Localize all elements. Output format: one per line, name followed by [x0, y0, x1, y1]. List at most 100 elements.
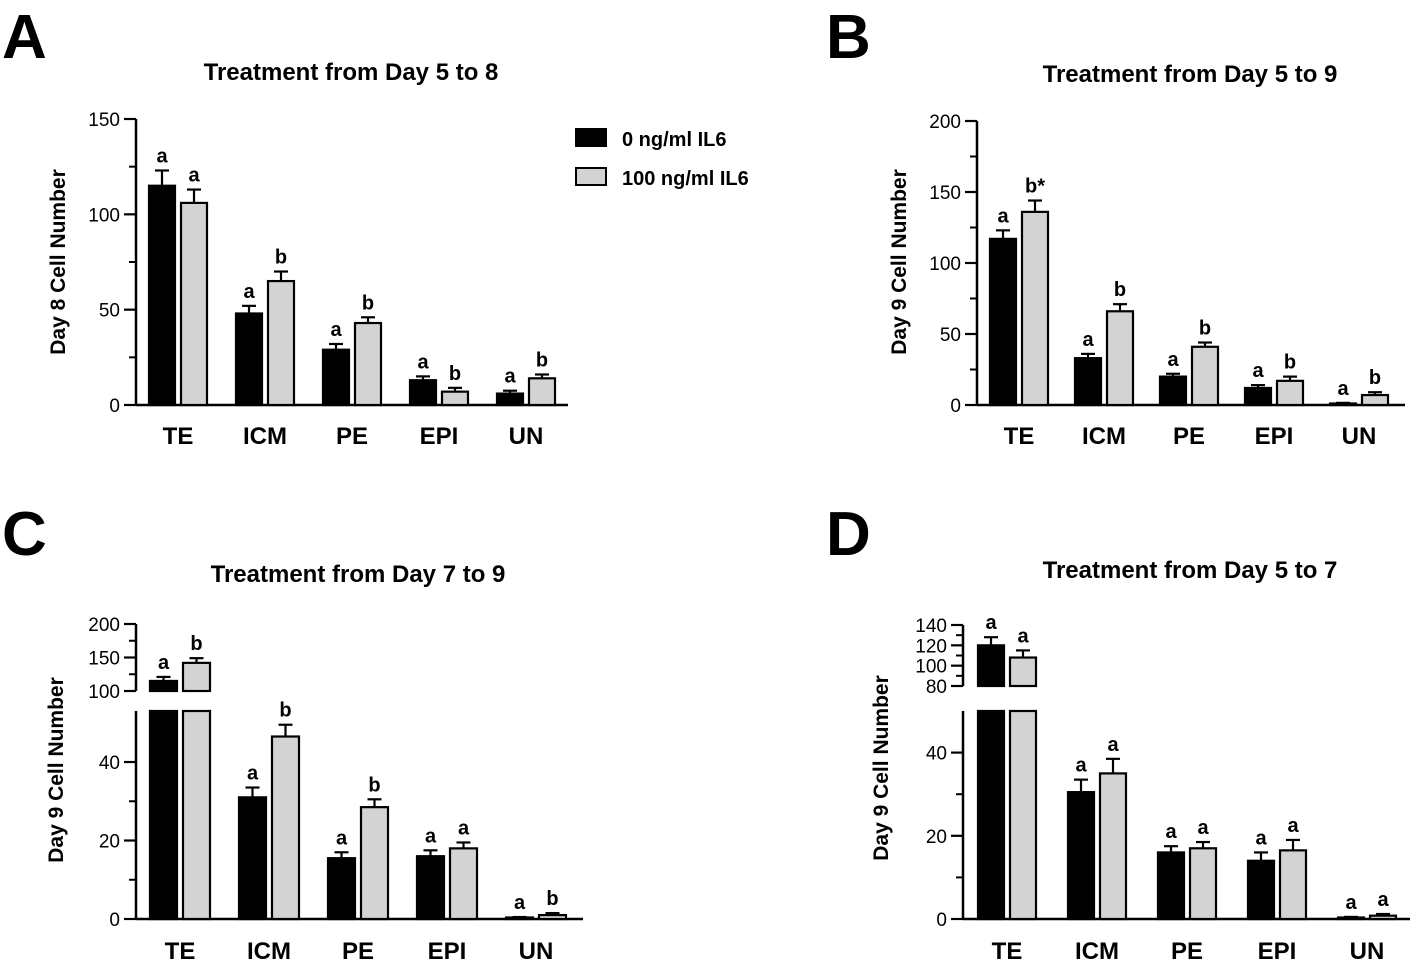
bar-b-1: [1105, 310, 1135, 407]
sig-label-c-0: a: [158, 652, 170, 674]
bar-c-1: [448, 847, 479, 921]
sig-label-a-0: a: [417, 351, 429, 373]
x-tick-label-a: TE: [163, 423, 194, 450]
sig-label-d-0: a: [1075, 755, 1087, 777]
sig-label-c-0: a: [336, 827, 348, 849]
legend-swatch-control: [575, 128, 607, 147]
y-tick-label-b: 0: [950, 396, 961, 417]
sig-label-d-1: a: [1287, 815, 1299, 837]
bar-a-1: [527, 377, 557, 407]
y-tick-label-b: 100: [929, 254, 961, 275]
x-tick-label-c: ICM: [247, 938, 291, 964]
y-tick-label-c: 20: [99, 832, 120, 853]
bar-c-0-lower: [148, 709, 179, 921]
sig-label-b-0: a: [1167, 349, 1179, 371]
sig-label-c-0: a: [514, 892, 526, 914]
sig-label-b-1: b: [1369, 367, 1381, 389]
y-tick-label-b: 200: [929, 112, 961, 133]
sig-label-a-0: a: [243, 281, 255, 303]
sig-label-d-1: a: [1377, 889, 1389, 911]
y-tick-label-d: 20: [926, 827, 947, 848]
y-tick-label-b: 150: [929, 183, 961, 204]
bar-d-0-lower: [976, 709, 1006, 921]
y-tick-label-c: 0: [109, 910, 120, 931]
chart-title-d: Treatment from Day 5 to 7: [1043, 557, 1338, 584]
bar-a-1: [266, 279, 296, 407]
sig-label-b-0: a: [1082, 329, 1094, 351]
bar-a-1: [353, 321, 383, 407]
legend-label-control: 0 ng/ml IL6: [622, 129, 726, 151]
y-tick-label-a: 50: [99, 301, 120, 322]
bar-c-1: [270, 735, 301, 921]
x-tick-label-b: ICM: [1082, 423, 1126, 450]
chart-title-b: Treatment from Day 5 to 9: [1043, 61, 1338, 88]
sig-label-a-1: b: [275, 247, 287, 269]
sig-label-b-1: b*: [1025, 176, 1045, 198]
sig-label-d-0: a: [1345, 892, 1357, 914]
bar-c-0: [237, 796, 268, 921]
bar-c-0: [326, 857, 357, 921]
sig-label-a-0: a: [156, 145, 168, 167]
x-tick-label-c: UN: [519, 938, 554, 964]
sig-label-a-1: b: [449, 363, 461, 385]
sig-label-d-0: a: [1255, 827, 1267, 849]
panel-letter-a: A: [2, 3, 47, 72]
bar-c-0: [148, 679, 179, 693]
y-tick-label-c-upper: 150: [88, 649, 120, 670]
x-tick-label-c: EPI: [428, 938, 467, 964]
sig-label-c-1: b: [368, 774, 380, 796]
bar-b-1: [1275, 379, 1305, 407]
sig-label-a-1: b: [536, 349, 548, 371]
bar-b-1: [1360, 393, 1390, 407]
bar-b-0: [988, 237, 1018, 407]
x-tick-label-a: PE: [336, 423, 368, 450]
sig-label-b-1: b: [1114, 279, 1126, 301]
sig-label-a-1: a: [188, 165, 200, 187]
bar-b-1: [1190, 345, 1220, 407]
bar-c-1-lower: [181, 709, 212, 921]
y-tick-label-c-upper: 100: [88, 682, 120, 703]
x-tick-label-b: UN: [1342, 423, 1377, 450]
bar-c-1: [359, 806, 390, 921]
legend-swatch-treated: [575, 167, 607, 186]
x-tick-label-d: PE: [1171, 938, 1203, 964]
x-tick-label-d: ICM: [1075, 938, 1119, 964]
bar-a-1: [440, 390, 470, 407]
y-tick-label-d: 40: [926, 744, 947, 765]
sig-label-d-1: a: [1197, 817, 1209, 839]
sig-label-d-1: a: [1107, 734, 1119, 756]
sig-label-c-1: a: [458, 817, 470, 839]
chart-title-a: Treatment from Day 5 to 8: [204, 59, 499, 86]
sig-label-c-1: b: [279, 700, 291, 722]
sig-label-b-1: b: [1199, 318, 1211, 340]
bar-d-0: [976, 644, 1006, 688]
x-tick-label-d: TE: [992, 938, 1023, 964]
panel-letter-b: B: [826, 3, 871, 72]
sig-label-d-0: a: [1165, 821, 1177, 843]
y-axis-label-d: Day 9 Cell Number: [870, 675, 893, 861]
x-tick-label-a: UN: [509, 423, 544, 450]
sig-label-c-1: b: [546, 888, 558, 910]
x-tick-label-b: TE: [1004, 423, 1035, 450]
legend-label-treated: 100 ng/ml IL6: [622, 168, 749, 190]
bar-d-1: [1278, 849, 1308, 921]
y-tick-label-d-upper: 80: [926, 677, 947, 698]
bar-d-1: [1188, 847, 1218, 921]
y-tick-label-a: 0: [109, 396, 120, 417]
chart-title-c: Treatment from Day 7 to 9: [211, 561, 506, 588]
y-tick-label-d-upper: 140: [915, 616, 947, 637]
bar-a-0: [495, 392, 525, 407]
bar-b-1: [1020, 210, 1050, 407]
sig-label-c-1: b: [190, 633, 202, 655]
bar-a-0: [234, 312, 264, 407]
bar-c-0: [415, 855, 446, 921]
y-tick-label-a: 150: [88, 110, 120, 131]
y-axis-label-b: Day 9 Cell Number: [888, 169, 911, 355]
bar-d-1: [1368, 914, 1398, 921]
panel-letter-c: C: [2, 500, 47, 569]
sig-label-a-0: a: [330, 319, 342, 341]
